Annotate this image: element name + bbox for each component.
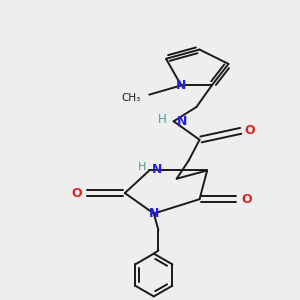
Text: O: O	[72, 187, 82, 200]
Text: N: N	[176, 79, 186, 92]
Text: CH₃: CH₃	[121, 93, 140, 103]
Text: H: H	[158, 113, 166, 126]
Text: H: H	[138, 162, 146, 172]
Text: O: O	[244, 124, 255, 137]
Text: N: N	[177, 115, 187, 128]
Text: N: N	[152, 163, 163, 176]
Text: N: N	[148, 207, 159, 220]
Text: O: O	[241, 193, 252, 206]
